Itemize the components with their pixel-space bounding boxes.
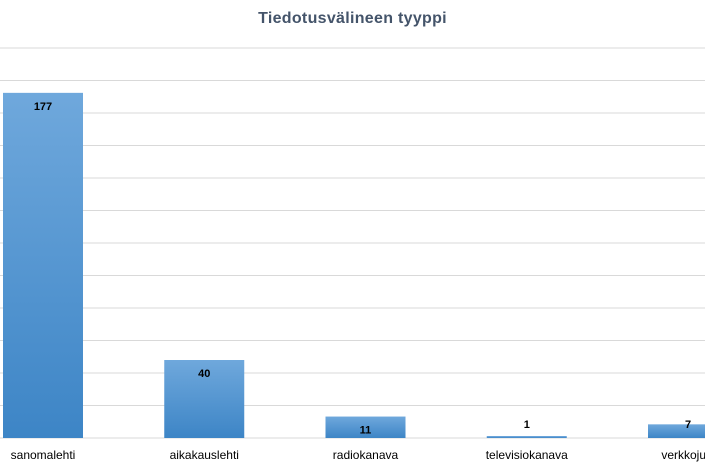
data-label-verkkojulk: 7: [685, 419, 691, 431]
data-label-aikakauslehti: 40: [198, 368, 210, 380]
bar-sanomalehti: [3, 92, 83, 438]
data-label-radiokanava: 11: [360, 425, 372, 437]
category-label-aikakauslehti: aikakauslehti: [170, 448, 239, 462]
category-label-sanomalehti: sanomalehti: [11, 448, 76, 462]
bar-aikakauslehti: [164, 360, 245, 438]
bars: [3, 92, 705, 438]
category-label-radiokanava: radiokanava: [333, 448, 399, 462]
bar-verkkojulk: [648, 424, 705, 438]
bar-televisiokanava: [486, 436, 567, 438]
chart-title: Tiedotusvälineen tyyppi: [258, 10, 447, 27]
category-label-televisiokanava: televisiokanava: [486, 448, 568, 462]
data-label-sanomalehti: 177: [34, 101, 52, 113]
category-labels: sanomalehti aikakauslehti radiokanava telev…: [11, 448, 705, 462]
gridlines: [0, 47, 705, 439]
data-label-televisiokanava: 1: [524, 419, 530, 431]
bar-radiokanava: [325, 416, 406, 438]
category-label-verkkojulk: verkkojulk: [661, 448, 705, 462]
